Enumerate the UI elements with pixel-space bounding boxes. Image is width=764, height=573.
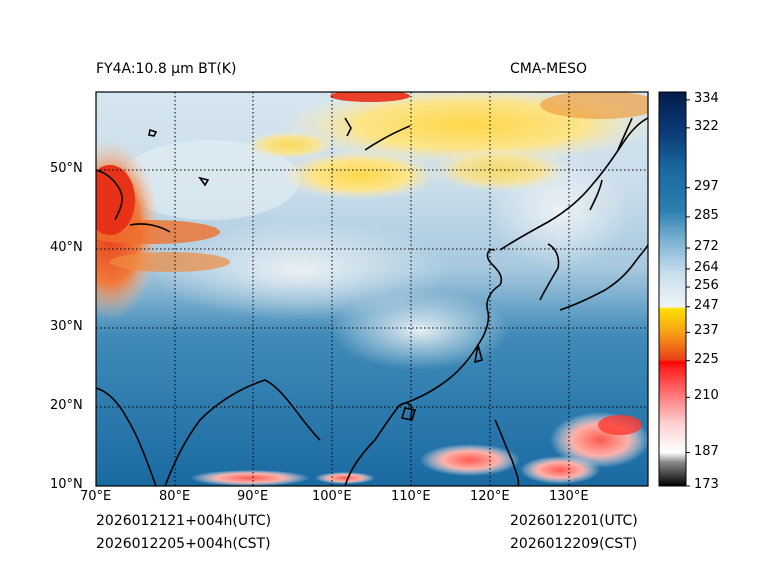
taiwan-coast: [473, 344, 483, 364]
japan-coast: [559, 244, 648, 311]
korea-coast: [539, 243, 560, 301]
lat-tick-10: 10°N: [50, 477, 83, 492]
sakhalin-coast: [617, 117, 633, 151]
colorbar-tick-label: 225: [694, 351, 719, 367]
russia-coast: [499, 117, 648, 251]
colorbar-tick-label: 334: [694, 90, 719, 106]
colorbar-tick-label: 247: [694, 297, 719, 313]
valid-time-utc: 2026012201(UTC): [510, 513, 638, 529]
lon-tick-100: 100°E: [312, 489, 352, 504]
colorbar-tick-label: 297: [694, 178, 719, 194]
indochina-coast: [344, 402, 413, 486]
colorbar-tick-label: 272: [694, 239, 719, 255]
lon-tick-80: 80°E: [159, 489, 191, 504]
valid-time-cst: 2026012209(CST): [510, 536, 638, 552]
caspian-shore: [96, 169, 123, 221]
lat-tick-50: 50°N: [50, 161, 83, 176]
colorbar-tick-label: 173: [694, 477, 719, 492]
lat-tick-30: 30°N: [50, 319, 83, 334]
lon-tick-120: 120°E: [470, 489, 510, 504]
colorbar-tick-label: 187: [694, 443, 719, 459]
map-frame: [95, 91, 649, 487]
product-title: FY4A:10.8 µm BT(K): [96, 61, 237, 77]
colorbar-tick-label: 237: [694, 323, 719, 339]
bay-of-bengal-coast: [164, 379, 321, 486]
baikal-shore: [364, 125, 411, 151]
lat-tick-20: 20°N: [50, 398, 83, 413]
source-label: CMA-MESO: [510, 61, 588, 77]
colorbar-tick-label: 264: [694, 259, 719, 275]
lon-tick-70: 70°E: [80, 489, 112, 504]
graticule: [96, 92, 648, 486]
china-coast: [399, 248, 503, 406]
brightness-temperature-field: [96, 92, 648, 486]
lake-shore-1: [148, 128, 158, 137]
colorbar-tick-label: 322: [694, 118, 719, 134]
lon-tick-130: 130°E: [549, 489, 589, 504]
okhotsk-coast: [589, 179, 603, 211]
lat-tick-40: 40°N: [50, 240, 83, 255]
india-coastline: [96, 387, 157, 486]
lake-shore-2: [198, 176, 210, 187]
colorbar-tick-label: 285: [694, 207, 719, 223]
hainan-coast: [400, 407, 417, 421]
init-time-cst: 2026012205+004h(CST): [96, 536, 271, 552]
lon-tick-90: 90°E: [237, 489, 269, 504]
colorbar-tick-label: 210: [694, 388, 719, 404]
init-time-utc: 2026012121+004h(UTC): [96, 513, 272, 529]
colorbar-fill: [658, 91, 687, 487]
coastlines: [96, 117, 648, 486]
lake-shore-3: [344, 117, 352, 137]
philippines-coast: [494, 419, 520, 486]
colorbar-tick-label: 256: [694, 278, 719, 294]
balkhash-shore: [129, 223, 171, 233]
lon-tick-110: 110°E: [391, 489, 431, 504]
